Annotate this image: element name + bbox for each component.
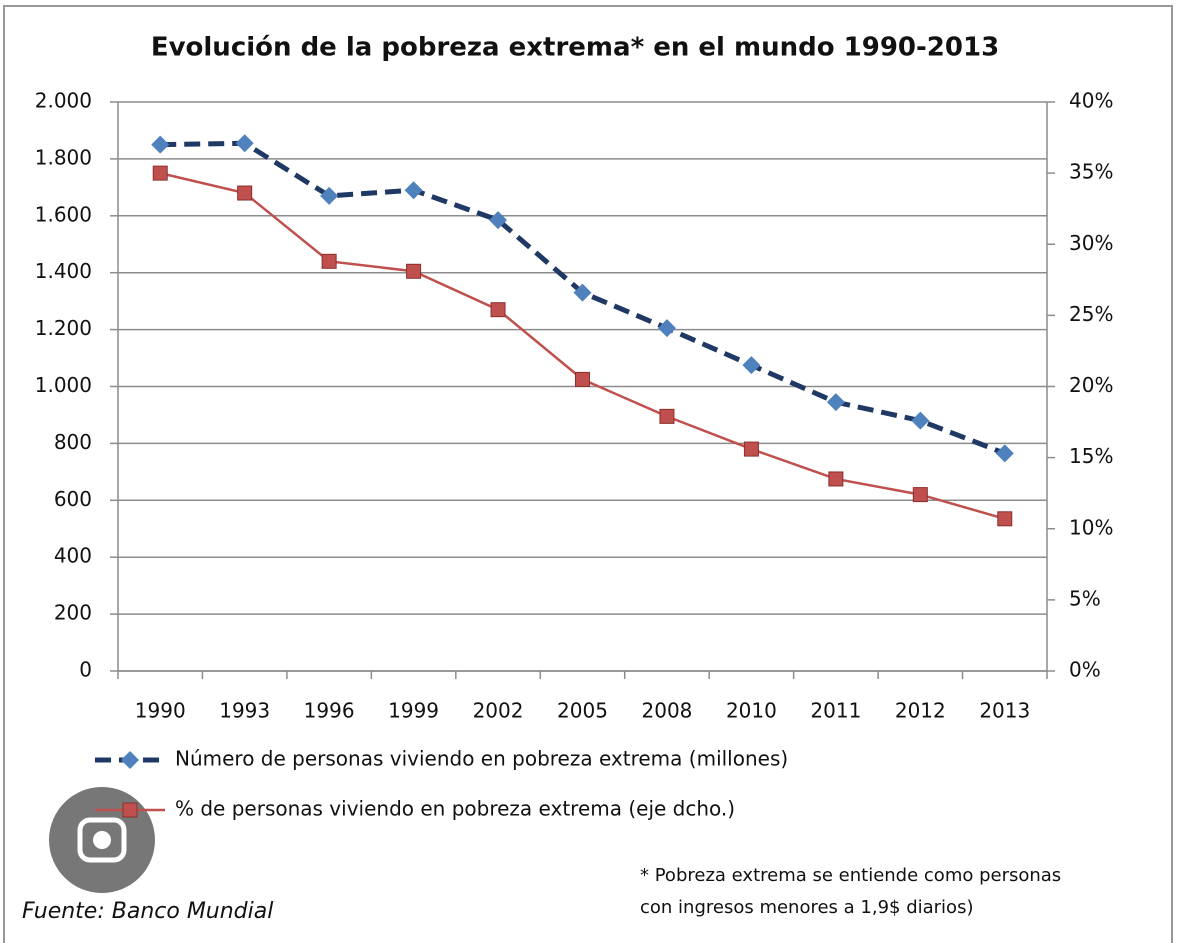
data-point — [742, 356, 761, 375]
data-point — [490, 302, 506, 318]
y-tick-label: 1.600 — [35, 202, 92, 226]
data-point — [489, 211, 508, 230]
y2-tick-label: 10% — [1069, 515, 1113, 539]
data-point — [997, 511, 1013, 527]
y2-tick-label: 20% — [1069, 373, 1113, 397]
x-tick-label: 2002 — [473, 699, 524, 723]
y2-tick-label: 40% — [1069, 89, 1113, 113]
footnote: con ingresos menores a 1,9$ diarios) — [640, 897, 973, 918]
y-tick-label: 1.800 — [35, 145, 92, 169]
source: Fuente: Banco Mundial — [22, 899, 273, 924]
x-tick-label: 2011 — [810, 699, 861, 723]
data-point — [151, 135, 170, 154]
data-point — [321, 253, 337, 269]
y-tick-label: 800 — [54, 430, 92, 454]
data-point — [743, 441, 759, 457]
y-tick-label: 1.200 — [35, 316, 92, 340]
footnote: * Pobreza extrema se entiende como perso… — [640, 865, 1061, 886]
data-point — [826, 393, 845, 412]
x-tick-label: 2005 — [557, 699, 608, 723]
lens-icon — [49, 787, 155, 893]
x-tick-label: 2012 — [895, 699, 946, 723]
x-tick-label: 1999 — [388, 699, 439, 723]
data-point — [406, 263, 422, 279]
legend-marker — [122, 802, 138, 818]
legend-label: Número de personas viviendo en pobreza e… — [175, 747, 788, 771]
chart-title: Evolución de la pobreza extrema* en el m… — [151, 33, 999, 63]
y2-tick-label: 25% — [1069, 302, 1113, 326]
y-tick-label: 0 — [79, 658, 92, 682]
data-point — [152, 165, 168, 181]
data-point — [320, 186, 339, 205]
x-tick-label: 1996 — [304, 699, 355, 723]
y-tick-label: 1.000 — [35, 373, 92, 397]
x-tick-label: 2013 — [979, 699, 1030, 723]
data-point — [575, 371, 590, 387]
data-point — [404, 181, 423, 200]
data-point — [912, 487, 928, 503]
y-tick-label: 600 — [54, 487, 92, 511]
y-tick-label: 1.400 — [35, 259, 92, 283]
y2-tick-label: 0% — [1069, 658, 1101, 682]
x-tick-label: 2008 — [642, 699, 693, 723]
x-tick-label: 2010 — [726, 699, 777, 723]
x-tick-label: 1993 — [219, 699, 270, 723]
x-tick-label: 1990 — [135, 699, 186, 723]
y2-tick-label: 30% — [1069, 231, 1113, 255]
y-tick-label: 400 — [54, 544, 92, 568]
data-point — [237, 185, 253, 201]
data-point — [657, 319, 676, 338]
y-tick-label: 2.000 — [35, 89, 92, 113]
y2-tick-label: 35% — [1069, 160, 1113, 184]
y-tick-label: 200 — [54, 601, 92, 625]
data-point — [911, 411, 930, 430]
legend-marker — [121, 751, 139, 769]
chart-frame — [3, 5, 1173, 943]
data-point — [235, 134, 254, 153]
y2-tick-label: 5% — [1069, 586, 1101, 610]
y2-tick-label: 15% — [1069, 444, 1113, 468]
data-point — [995, 444, 1014, 463]
data-point — [573, 283, 592, 302]
data-point — [659, 408, 675, 424]
legend-label: % de personas viviendo en pobreza extrem… — [175, 797, 735, 821]
data-point — [828, 471, 844, 487]
